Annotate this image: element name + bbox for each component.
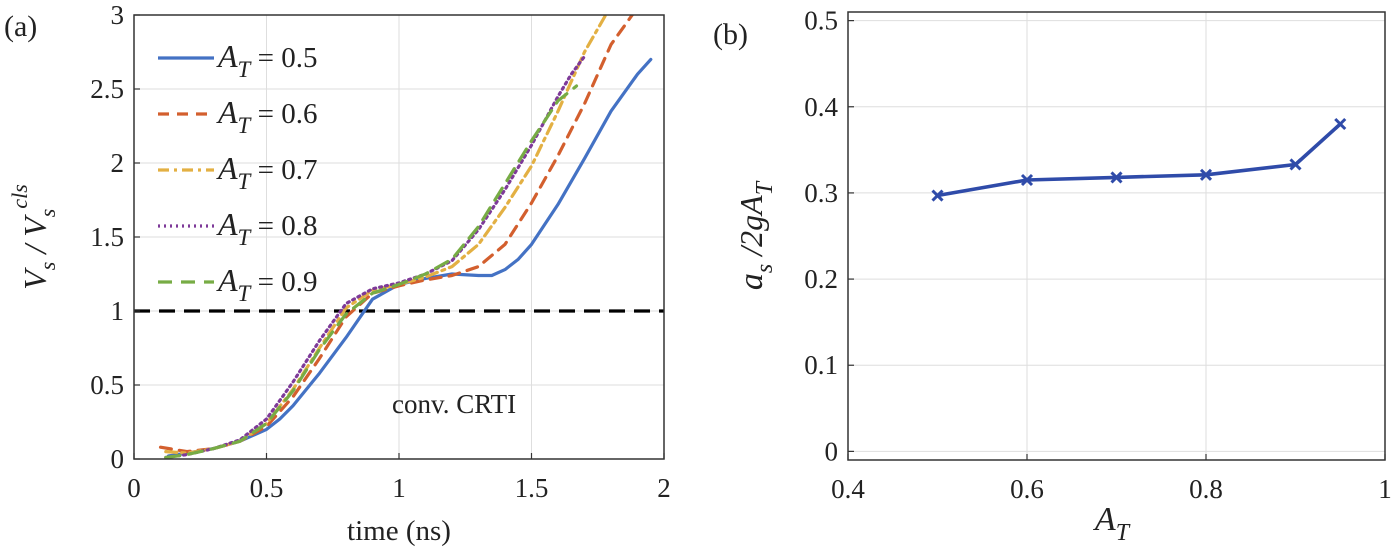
x-axis-label-b: AT — [1093, 501, 1131, 546]
data-point-marker — [1199, 168, 1213, 181]
legend-label: AT = 0.7 — [216, 150, 317, 194]
x-tick-label: 2 — [657, 473, 671, 503]
panel-label-a: (a) — [4, 10, 37, 43]
y-ticks-a: 0 0.5 1 1.5 2 2.5 3 — [90, 0, 140, 474]
y-tick-label: 0.4 — [804, 92, 838, 122]
y-tick-label: 2 — [111, 148, 125, 178]
panel-b: 0.4 0.6 0.8 1 0 0.1 0.2 0.3 0.4 0.5 (b) AT as /2… — [713, 6, 1392, 546]
x-tick-label: 0.4 — [831, 474, 865, 504]
annotation-conv-crti: conv. CRTI — [392, 389, 516, 419]
series-line-a-5 — [164, 84, 579, 459]
panel-a: 0 0.5 1 1.5 2 0 0.5 1 1.5 2 2.5 3 (a) time (ns) Vs… — [4, 0, 671, 547]
series-group-b — [931, 117, 1347, 202]
legend-label: AT = 0.5 — [216, 38, 317, 82]
y-tick-label: 1.5 — [90, 222, 124, 252]
x-tick-label: 1 — [392, 473, 406, 503]
data-point-marker — [1020, 173, 1034, 187]
x-tick-label: 1.5 — [515, 473, 549, 503]
y-tick-label: 0.5 — [90, 370, 124, 400]
series-line-b-1 — [935, 122, 1343, 198]
y-tick-label: 0.2 — [804, 264, 838, 294]
legend-item-2: AT = 0.6 — [158, 94, 317, 138]
legend-item-3: AT = 0.7 — [158, 150, 317, 194]
x-ticks-b: 0.4 0.6 0.8 1 — [831, 454, 1392, 504]
legend-a: AT = 0.5 AT = 0.6 AT = 0.7 AT = 0.8 AT = 0.9 — [158, 38, 317, 306]
x-tick-label: 0.6 — [1010, 474, 1044, 504]
y-axis-label-a: Vs / Vscls — [7, 184, 60, 290]
series-group-a — [158, 15, 653, 459]
y-ticks-b: 0 0.1 0.2 0.3 0.4 0.5 — [804, 6, 854, 466]
legend-label: AT = 0.6 — [216, 94, 317, 138]
y-axis-label-b: as /2gAT — [733, 180, 778, 290]
data-point-marker — [1334, 117, 1347, 131]
x-tick-label: 0.8 — [1189, 474, 1223, 504]
legend-item-4: AT = 0.8 — [158, 206, 317, 250]
legend-item-5: AT = 0.9 — [158, 262, 317, 306]
legend-label: AT = 0.9 — [216, 262, 317, 306]
x-tick-label: 0 — [127, 473, 141, 503]
x-tick-label: 0.5 — [250, 473, 284, 503]
data-point-marker — [931, 189, 944, 202]
y-tick-label: 0.3 — [804, 178, 838, 208]
panel-label-b: (b) — [713, 18, 748, 51]
y-tick-label: 1 — [111, 296, 125, 326]
y-tick-label: 0.1 — [804, 350, 838, 380]
x-axis-label-a: time (ns) — [347, 515, 451, 547]
y-tick-label: 2.5 — [90, 74, 124, 104]
y-tick-label: 0.5 — [804, 6, 838, 36]
x-ticks-a: 0 0.5 1 1.5 2 — [127, 453, 671, 503]
series-line-a-1 — [166, 57, 653, 458]
y-tick-label: 0 — [111, 444, 125, 474]
legend-label: AT = 0.8 — [216, 206, 317, 250]
y-tick-label: 3 — [111, 0, 125, 30]
axes-box-b — [847, 11, 1386, 461]
plot-area-b — [848, 12, 1385, 460]
data-point-marker — [1110, 171, 1123, 184]
data-point-marker — [1289, 158, 1302, 171]
legend-item-1: AT = 0.5 — [158, 38, 317, 82]
y-tick-label: 0 — [825, 436, 839, 466]
x-tick-label: 1 — [1378, 474, 1392, 504]
